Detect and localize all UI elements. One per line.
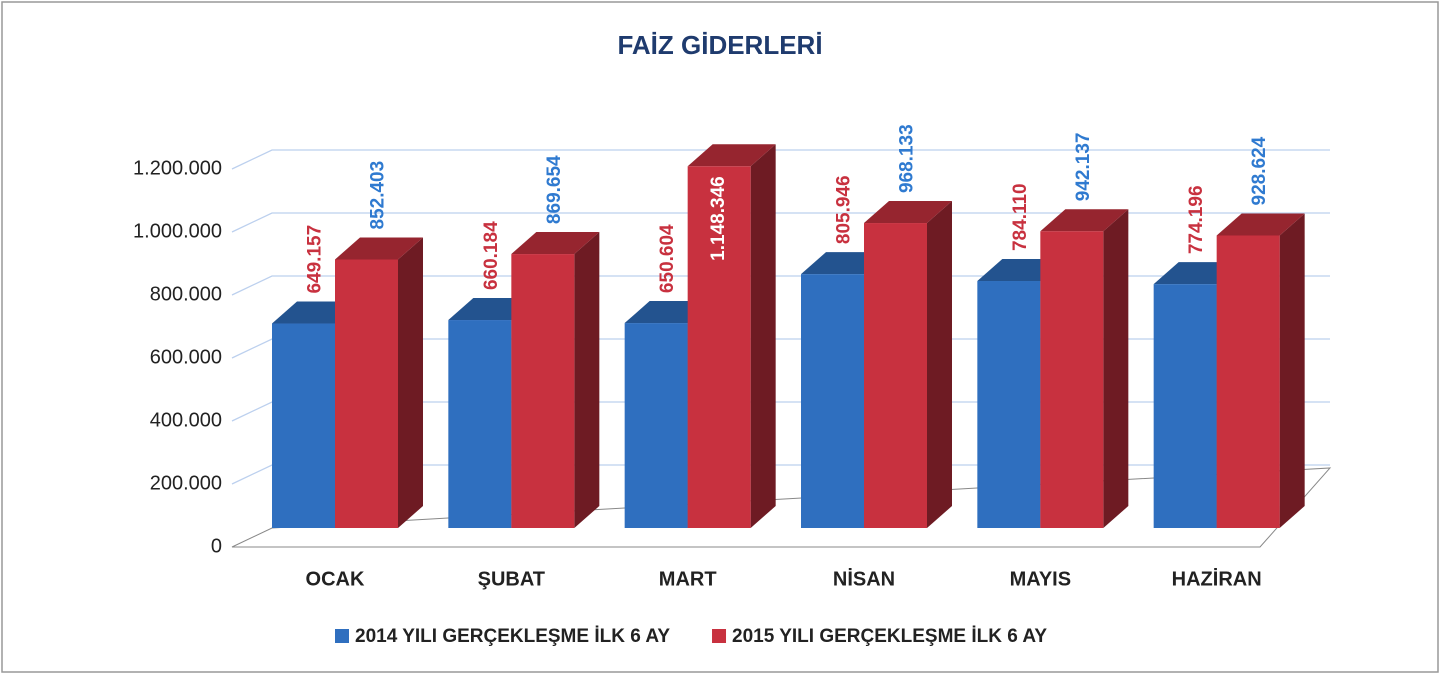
bar [624,323,688,528]
bar-side [1103,209,1129,528]
bar [1216,235,1280,528]
bar [1153,284,1217,528]
bar [511,254,575,528]
x-tick-label: OCAK [306,568,365,590]
bar [448,320,512,528]
legend-swatch [712,629,727,643]
value-label: 650.604 [657,224,678,293]
value-label: 774.196 [1186,185,1207,254]
bar-top [335,237,423,260]
bar-top [1216,213,1305,236]
x-tick-label: HAZİRAN [1172,567,1262,590]
bar [864,223,927,529]
bar [1040,231,1104,528]
y-tick-label: 200.000 [150,472,222,494]
bar-side [398,237,423,529]
value-label: 649.157 [305,225,326,294]
legend-label: 2015 YILI GERÇEKLEŞME İLK 6 AY [732,626,1047,647]
value-label: 928.624 [1249,136,1270,205]
bar [801,274,864,528]
x-tick-label: NİSAN [833,567,895,590]
value-label: 805.946 [834,175,855,244]
x-tick-label: MAYIS [1010,568,1072,590]
legend-swatch [335,629,349,643]
x-tick-label: ŞUBAT [478,568,545,590]
grid-line [231,275,1330,296]
value-label: 660.184 [481,221,502,290]
bar [335,259,398,528]
chart-title: FAİZ GİDERLERİ [617,30,822,60]
value-label: 784.110 [1010,183,1031,251]
y-tick-label: 800.000 [150,283,222,305]
bar [687,166,751,529]
bar-top [864,201,952,224]
legend-label: 2014 YILI GERÇEKLEŞME İLK 6 AY [355,626,670,647]
value-label: 1.148.346 [708,176,729,261]
bar-top [511,232,600,255]
bar-top [1040,209,1129,232]
floor [231,467,1332,548]
bar-side [927,201,952,529]
y-tick-label: 0 [211,535,222,557]
x-tick-label: MART [659,568,717,590]
y-tick-label: 400.000 [150,409,222,431]
bar-side [750,144,776,529]
bar [272,323,335,528]
value-label: 852.403 [368,161,389,230]
value-label: 869.654 [544,155,565,224]
bar-side [574,232,600,528]
bar-side [1279,213,1305,528]
value-label: 968.133 [897,124,918,193]
value-label: 942.137 [1073,133,1094,202]
y-tick-label: 1.000.000 [133,220,222,242]
bar-top [687,144,776,167]
y-tick-label: 1.200.000 [133,157,222,179]
bar [977,281,1041,528]
grid-line [231,149,1330,170]
grid-line [231,212,1330,233]
y-tick-label: 600.000 [150,346,222,368]
